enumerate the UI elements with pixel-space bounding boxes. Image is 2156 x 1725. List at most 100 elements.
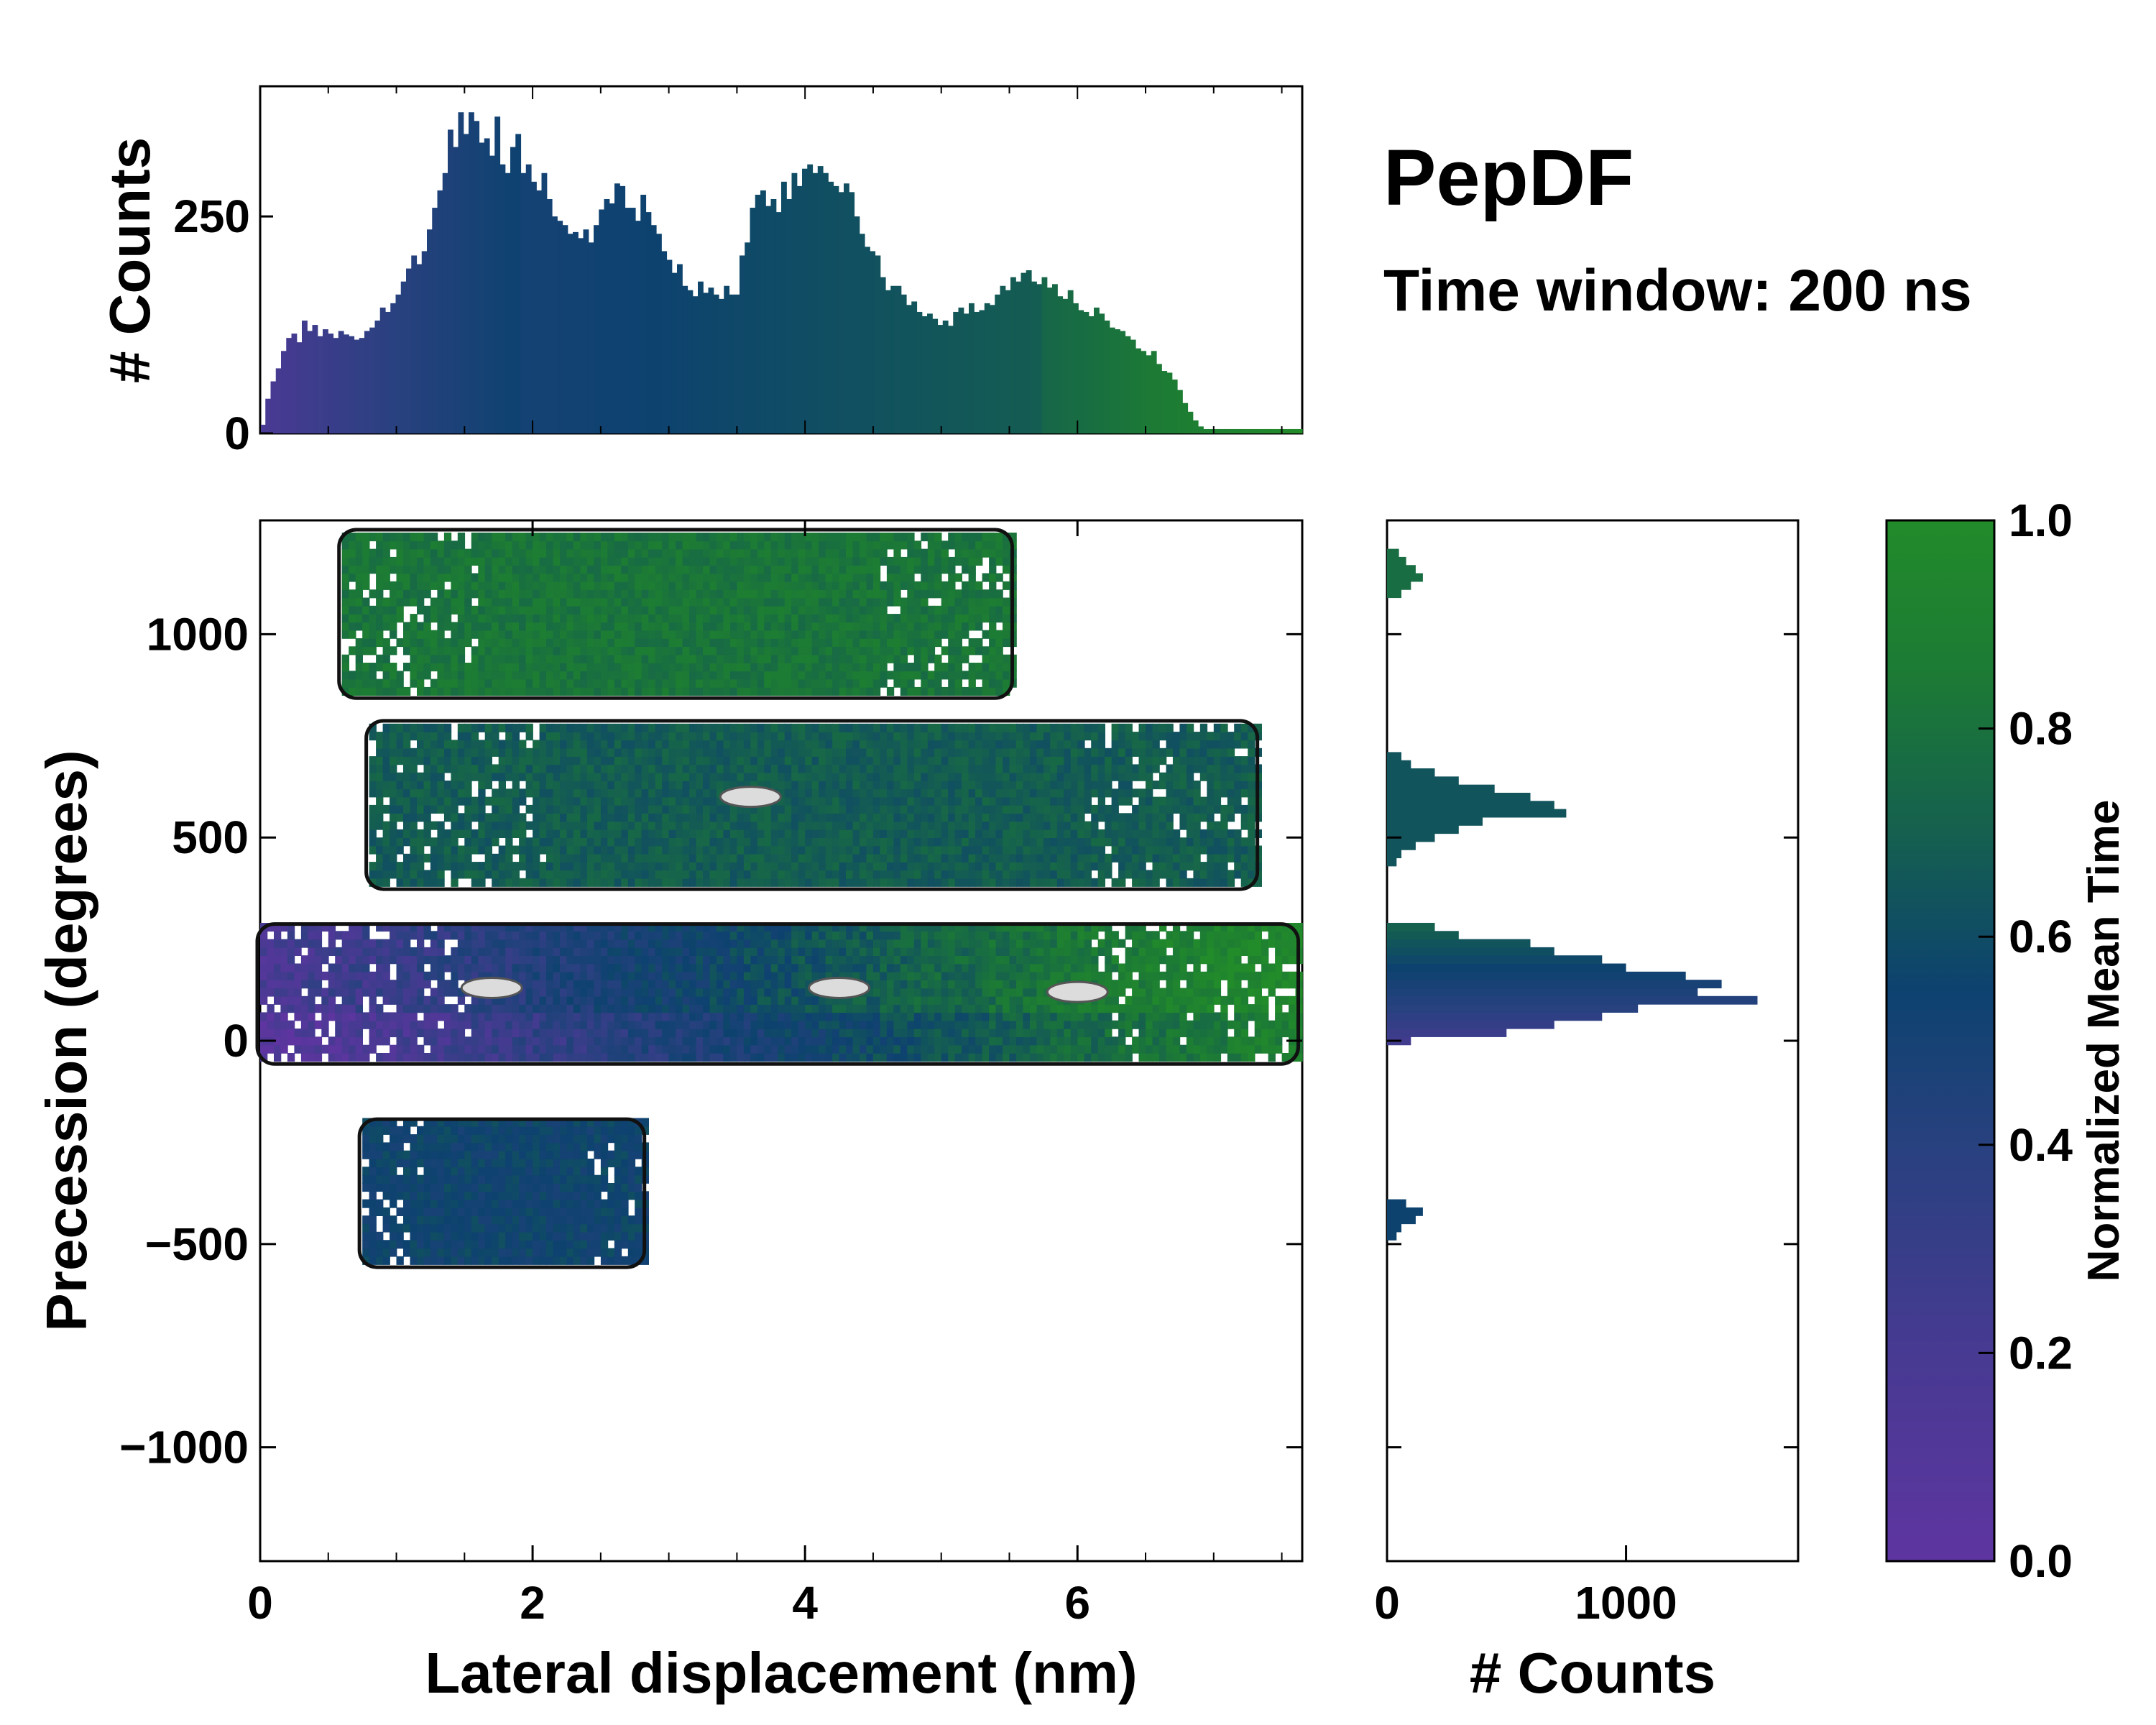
heatmap-cell [1070, 821, 1079, 830]
heatmap-cell [784, 732, 792, 741]
top-hist-bar [1171, 380, 1178, 433]
heatmap-cell [573, 597, 581, 607]
top-hist-bar [406, 268, 412, 433]
heatmap-cell [573, 581, 581, 590]
heatmap-cell [825, 638, 833, 648]
heatmap-cell [860, 788, 867, 798]
heatmap-cell [1091, 1044, 1099, 1054]
heatmap-cell [846, 622, 854, 631]
heatmap-cell [573, 638, 581, 648]
heatmap-cell [948, 740, 956, 749]
top-hist-bar [900, 294, 907, 433]
heatmap-cell [430, 638, 438, 648]
heatmap-cell [743, 1044, 752, 1054]
top-hist-bar [1146, 355, 1152, 433]
heatmap-cell [1056, 756, 1065, 765]
heatmap-cell [954, 804, 962, 814]
heatmap-cell [635, 605, 642, 615]
heatmap-cell [662, 678, 670, 688]
heatmap-cell [913, 622, 922, 631]
heatmap-cell [484, 573, 492, 582]
heatmap-cell [872, 756, 881, 765]
heatmap-cell [798, 589, 806, 599]
heatmap-cell [1199, 756, 1208, 765]
heatmap-cell [607, 748, 615, 757]
heatmap-cell [443, 556, 452, 566]
heatmap-cell [900, 597, 908, 607]
heatmap-cell [921, 813, 929, 822]
heatmap-cell [586, 686, 595, 696]
heatmap-cell [778, 781, 786, 790]
heatmap-cell [430, 845, 438, 855]
heatmap-cell [921, 573, 929, 582]
heatmap-cell [825, 597, 833, 607]
heatmap-cell [825, 605, 833, 615]
heatmap-cell [1105, 821, 1112, 830]
heatmap-cell [729, 748, 738, 757]
heatmap-cell [805, 565, 813, 574]
heatmap-cell [641, 781, 649, 790]
heatmap-cell [505, 565, 513, 574]
heatmap-cell [729, 654, 738, 663]
heatmap-cell [852, 772, 860, 781]
heatmap-cell [934, 804, 942, 814]
heatmap-cell [886, 1044, 895, 1054]
heatmap-cell [553, 663, 561, 672]
heatmap-cell [546, 533, 554, 542]
heatmap-cell [1097, 772, 1105, 781]
heatmap-cell [635, 556, 642, 566]
heatmap-cell [621, 678, 629, 688]
heatmap-cell [860, 796, 867, 806]
heatmap-cell [1152, 1044, 1160, 1054]
heatmap-cell [614, 723, 622, 732]
heatmap-cell [682, 804, 690, 814]
heatmap-cell [1118, 821, 1126, 830]
heatmap-cell [975, 813, 983, 822]
heatmap-cell [607, 589, 615, 599]
heatmap-cell [825, 772, 833, 781]
heatmap-cell [689, 829, 697, 838]
heatmap-cell [723, 663, 731, 672]
heatmap-cell [913, 829, 922, 838]
heatmap-cell [1084, 748, 1092, 757]
heatmap-cell [430, 781, 438, 790]
heatmap-cell [989, 605, 997, 615]
top-hist-bar [614, 183, 620, 434]
heatmap-cell [580, 605, 588, 615]
heatmap-cell [1023, 781, 1031, 790]
heatmap-cell [566, 654, 574, 663]
heatmap-cell [1172, 829, 1181, 838]
heatmap-cell [832, 605, 840, 615]
heatmap-cell [709, 740, 717, 749]
top-hist-bar [354, 339, 360, 433]
heatmap-cell [743, 597, 752, 607]
heatmap-cell [839, 732, 847, 741]
heatmap-cell [1050, 804, 1058, 814]
heatmap-cell [519, 821, 527, 830]
heatmap-cell [635, 597, 642, 607]
heatmap-cell [805, 638, 813, 648]
heatmap-cell [784, 646, 792, 656]
heatmap-cell [1138, 870, 1146, 879]
heatmap-cell [1213, 804, 1222, 814]
heatmap-cell [682, 862, 690, 871]
heatmap-cell [498, 781, 506, 790]
heatmap-cell [811, 1044, 819, 1054]
heatmap-cell [1036, 813, 1044, 822]
heatmap-cell [770, 764, 779, 773]
heatmap-cell [423, 630, 431, 639]
heatmap-cell [839, 646, 847, 656]
heatmap-cell [1050, 862, 1058, 871]
heatmap-cell [1029, 796, 1038, 806]
heatmap-cell [764, 845, 772, 855]
heatmap-cell [866, 686, 874, 696]
heatmap-cell [872, 764, 881, 773]
heatmap-cell [811, 686, 819, 696]
heatmap-cell [962, 622, 969, 631]
heatmap-cell [927, 821, 936, 830]
heatmap-cell [1227, 796, 1235, 806]
heatmap-cell [696, 646, 704, 656]
heatmap-cell [396, 1044, 404, 1054]
heatmap-cell [676, 678, 683, 688]
